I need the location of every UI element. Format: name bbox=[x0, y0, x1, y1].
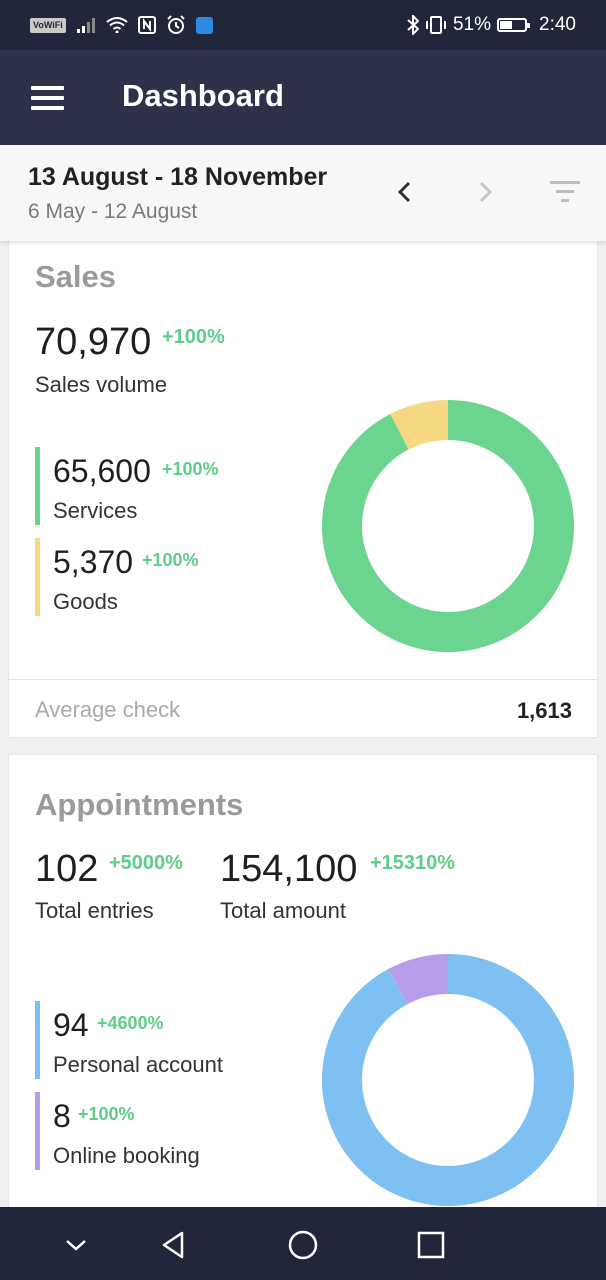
sales-donut-chart bbox=[322, 400, 574, 652]
goods-color-bar bbox=[35, 538, 40, 616]
battery-icon bbox=[497, 18, 531, 32]
online-booking-slice bbox=[388, 954, 449, 1005]
nfc-icon bbox=[137, 16, 156, 34]
services-slice bbox=[322, 400, 574, 652]
online-booking-value: 8 bbox=[53, 1098, 71, 1134]
shield-app-icon bbox=[195, 16, 213, 34]
wifi-icon bbox=[106, 17, 128, 33]
current-date-range[interactable]: 13 August - 18 November bbox=[28, 163, 328, 191]
personal-account-change: +4600% bbox=[97, 1013, 164, 1033]
goods-slice bbox=[390, 400, 449, 450]
status-bar: VoWiFi 51% 2:40 bbox=[0, 0, 606, 50]
total-amount-label: Total amount bbox=[220, 898, 346, 923]
sales-volume-label: Sales volume bbox=[35, 372, 168, 397]
total-amount-value: 154,100 bbox=[220, 848, 358, 890]
appointments-donut-chart bbox=[322, 954, 574, 1206]
bluetooth-icon bbox=[407, 15, 419, 35]
services-value: 65,600 bbox=[53, 453, 151, 489]
average-check-label: Average check bbox=[35, 697, 181, 722]
goods-label: Goods bbox=[53, 589, 118, 614]
vowifi-badge: VoWiFi bbox=[30, 17, 66, 33]
status-time: 2:40 bbox=[539, 14, 576, 35]
average-check-value: 1,613 bbox=[516, 698, 572, 723]
sales-volume-value: 70,970 bbox=[35, 321, 152, 363]
page-title: Dashboard bbox=[122, 78, 284, 113]
personal-account-label: Personal account bbox=[53, 1052, 223, 1077]
total-entries-change: +5000% bbox=[109, 852, 183, 874]
total-amount-change: +15310% bbox=[370, 852, 456, 874]
system-nav-bar bbox=[0, 1207, 606, 1280]
online-booking-change: +100% bbox=[78, 1104, 135, 1124]
divider bbox=[9, 679, 597, 680]
personal-account-value: 94 bbox=[53, 1007, 89, 1043]
signal-icon bbox=[76, 18, 95, 33]
appointments-title: Appointments bbox=[35, 787, 244, 822]
personal-account-slice bbox=[322, 954, 574, 1206]
services-change: +100% bbox=[162, 459, 219, 479]
recents-icon[interactable] bbox=[411, 1225, 451, 1265]
services-color-bar bbox=[35, 447, 40, 525]
app-bar: Dashboard bbox=[0, 50, 606, 145]
total-entries-label: Total entries bbox=[35, 898, 154, 923]
online-booking-label: Online booking bbox=[53, 1143, 200, 1168]
status-right: 51% 2:40 bbox=[407, 14, 576, 36]
vibrate-icon bbox=[425, 16, 446, 34]
sales-title: Sales bbox=[35, 259, 117, 294]
previous-date-range: 6 May - 12 August bbox=[28, 200, 198, 223]
battery-percent: 51% bbox=[452, 14, 492, 35]
goods-value: 5,370 bbox=[53, 544, 134, 580]
personal-account-color-bar bbox=[35, 1001, 40, 1079]
sales-card: Sales 70,970 +100% Sales volume 65,600 +… bbox=[8, 240, 598, 738]
status-left: VoWiFi bbox=[30, 15, 213, 35]
sales-volume-change: +100% bbox=[162, 326, 225, 348]
alarm-icon bbox=[167, 15, 185, 34]
services-label: Services bbox=[53, 498, 138, 523]
hamburger-menu-icon[interactable] bbox=[31, 86, 64, 110]
goods-change: +100% bbox=[142, 550, 199, 570]
home-icon[interactable] bbox=[283, 1225, 323, 1265]
filter-icon[interactable] bbox=[548, 179, 582, 205]
online-booking-color-bar bbox=[35, 1092, 40, 1170]
back-icon[interactable] bbox=[154, 1225, 194, 1265]
collapse-icon[interactable] bbox=[56, 1225, 96, 1265]
chevron-left-icon[interactable] bbox=[392, 175, 418, 209]
appointments-card: Appointments 102 +5000% Total entries 15… bbox=[8, 754, 598, 1224]
chevron-right-icon[interactable] bbox=[472, 175, 498, 209]
total-entries-value: 102 bbox=[35, 848, 99, 890]
date-range-bar: 13 August - 18 November 6 May - 12 Augus… bbox=[0, 145, 606, 241]
